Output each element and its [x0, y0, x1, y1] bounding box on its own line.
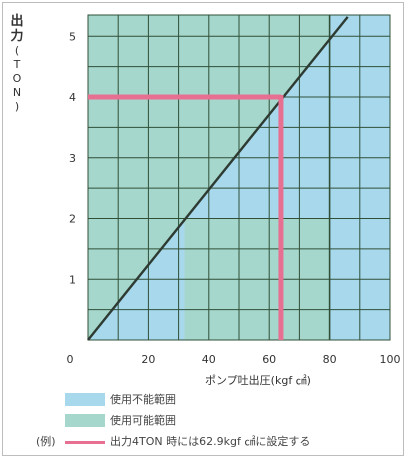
- legend-item-example: (例) 出力4TON 時には62.9kgf ㎠に設定する: [0, 434, 408, 450]
- legend-swatch-usable: [65, 414, 105, 427]
- plot-border: [87, 14, 391, 341]
- chart-example: [88, 94, 284, 340]
- x-axis-label: ポンプ吐出圧(kgf ㎠): [205, 373, 311, 387]
- x-tick-label: 60: [262, 353, 276, 366]
- x-tick-label: 0: [67, 353, 74, 366]
- legend-item-unusable: 使用不能範囲: [0, 392, 408, 408]
- y-axis-label-main: 出力: [10, 14, 24, 44]
- figure-frame: [2, 2, 404, 456]
- y-axis-label-unit-n: N: [12, 86, 22, 99]
- y-axis-label-unit-o: O: [12, 72, 22, 85]
- y-tick-label: 2: [69, 213, 76, 226]
- y-axis-label: 出力 ( T O N ): [8, 14, 26, 114]
- x-tick-label: 100: [380, 353, 401, 366]
- legend-example-line: [65, 441, 105, 444]
- y-tick-label: 4: [69, 91, 76, 104]
- chart-series: [87, 16, 349, 341]
- legend-label-unusable: 使用不能範囲: [110, 393, 176, 406]
- x-tick-label: 40: [202, 353, 216, 366]
- series-line: [87, 16, 349, 341]
- y-tick-label: 3: [69, 152, 76, 165]
- legend-label-usable: 使用可能範囲: [110, 414, 176, 427]
- y-axis-label-open: (: [14, 44, 20, 57]
- legend-label-example: 出力4TON 時には62.9kgf ㎠に設定する: [110, 435, 311, 448]
- y-axis-label-close: ): [14, 100, 20, 113]
- chart: 0 20 40 60 80 100 1 2 3 4 5 ポンプ吐出圧(kgf ㎠): [67, 14, 401, 387]
- legend-swatch-unusable: [65, 393, 105, 406]
- y-tick-label: 5: [69, 30, 76, 43]
- y-tick-label: 1: [69, 273, 76, 286]
- x-tick-label: 20: [141, 353, 155, 366]
- y-tick-labels: 1 2 3 4 5: [69, 30, 76, 286]
- legend-example-prefix: (例): [36, 435, 56, 448]
- y-axis-label-unit-t: T: [13, 58, 21, 71]
- x-tick-labels: 0 20 40 60 80 100: [67, 353, 401, 366]
- legend: 使用不能範囲 使用可能範囲 (例) 出力4TON 時には62.9kgf ㎠に設定…: [0, 392, 408, 454]
- x-tick-label: 80: [323, 353, 337, 366]
- legend-item-usable: 使用可能範囲: [0, 413, 408, 429]
